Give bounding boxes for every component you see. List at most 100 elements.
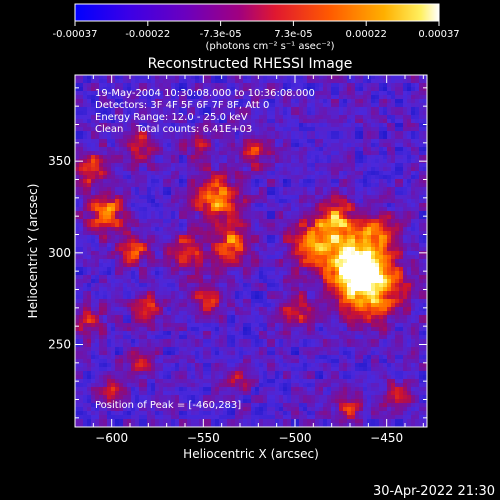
heatmap-cell [383,139,388,144]
heatmap-cell [119,295,124,300]
heatmap-cell [411,163,416,168]
heatmap-cell [335,295,340,300]
heatmap-cell [371,95,376,100]
heatmap-cell [87,175,92,180]
heatmap-cell [123,235,128,240]
heatmap-cell [399,219,404,224]
heatmap-cell [343,79,348,84]
heatmap-cell [263,131,268,136]
heatmap-cell [107,267,112,272]
heatmap-cell [187,83,192,88]
heatmap-cell [203,239,208,244]
heatmap-cell [339,211,344,216]
heatmap-cell [399,91,404,96]
heatmap-cell [171,247,176,252]
heatmap-cell [171,115,176,120]
heatmap-cell [291,95,296,100]
heatmap-cell [255,167,260,172]
heatmap-cell [299,103,304,108]
heatmap-cell [387,215,392,220]
heatmap-cell [79,83,84,88]
heatmap-cell [403,215,408,220]
heatmap-cell [99,259,104,264]
heatmap-cell [195,87,200,92]
heatmap-cell [251,171,256,176]
heatmap-cell [371,211,376,216]
heatmap-cell [87,243,92,248]
heatmap-cell [147,243,152,248]
heatmap-cell [275,95,280,100]
heatmap-cell [147,283,152,288]
heatmap-cell [407,167,412,172]
heatmap-cell [287,159,292,164]
heatmap-cell [291,215,296,220]
heatmap-cell [127,251,132,256]
heatmap-cell [95,255,100,260]
heatmap-cell [243,279,248,284]
heatmap-cell [251,287,256,292]
heatmap-cell [311,123,316,128]
heatmap-cell [235,279,240,284]
heatmap-cell [139,295,144,300]
heatmap-cell [99,135,104,140]
heatmap-cell [395,211,400,216]
heatmap-cell [375,287,380,292]
heatmap-cell [87,255,92,260]
heatmap-cell [139,223,144,228]
heatmap-cell [287,259,292,264]
heatmap-cell [423,119,427,124]
heatmap-cell [227,159,232,164]
heatmap-cell [239,219,244,224]
heatmap-cell [191,119,196,124]
heatmap-cell [195,131,200,136]
heatmap-cell [135,175,140,180]
heatmap-cell [167,247,172,252]
heatmap-cell [387,163,392,168]
heatmap-cell [371,87,376,92]
heatmap-cell [167,267,172,272]
heatmap-cell [99,191,104,196]
heatmap-cell [399,95,404,100]
heatmap-cell [319,95,324,100]
heatmap-cell [291,163,296,168]
heatmap-cell [83,107,88,112]
heatmap-cell [131,227,136,232]
heatmap-cell [203,115,208,120]
heatmap-cell [159,147,164,152]
heatmap-cell [199,203,204,208]
heatmap-cell [299,171,304,176]
heatmap-cell [403,287,408,292]
heatmap-cell [327,99,332,104]
heatmap-cell [263,115,268,120]
heatmap-cell [299,143,304,148]
heatmap-cell [131,223,136,228]
heatmap-cell [199,223,204,228]
heatmap-cell [327,163,332,168]
heatmap-cell [271,191,276,196]
heatmap-cell [371,255,376,260]
heatmap-cell [127,299,132,304]
heatmap-cell [259,207,264,212]
heatmap-cell [215,227,220,232]
heatmap-cell [411,79,416,84]
heatmap-cell [303,111,308,116]
heatmap-cell [195,171,200,176]
heatmap-cell [283,75,288,80]
heatmap-cell [379,291,384,296]
heatmap-cell [331,123,336,128]
heatmap-cell [163,251,168,256]
heatmap-cell [279,163,284,168]
heatmap-cell [307,163,312,168]
heatmap-cell [403,267,408,272]
heatmap-cell [251,115,256,120]
heatmap-cell [99,183,104,188]
heatmap-cell [371,199,376,204]
heatmap-cell [239,263,244,268]
heatmap-cell [419,203,424,208]
heatmap-cell [331,147,336,152]
heatmap-cell [287,111,292,116]
heatmap-cell [311,179,316,184]
heatmap-cell [283,299,288,304]
heatmap-cell [107,143,112,148]
heatmap-cell [187,115,192,120]
